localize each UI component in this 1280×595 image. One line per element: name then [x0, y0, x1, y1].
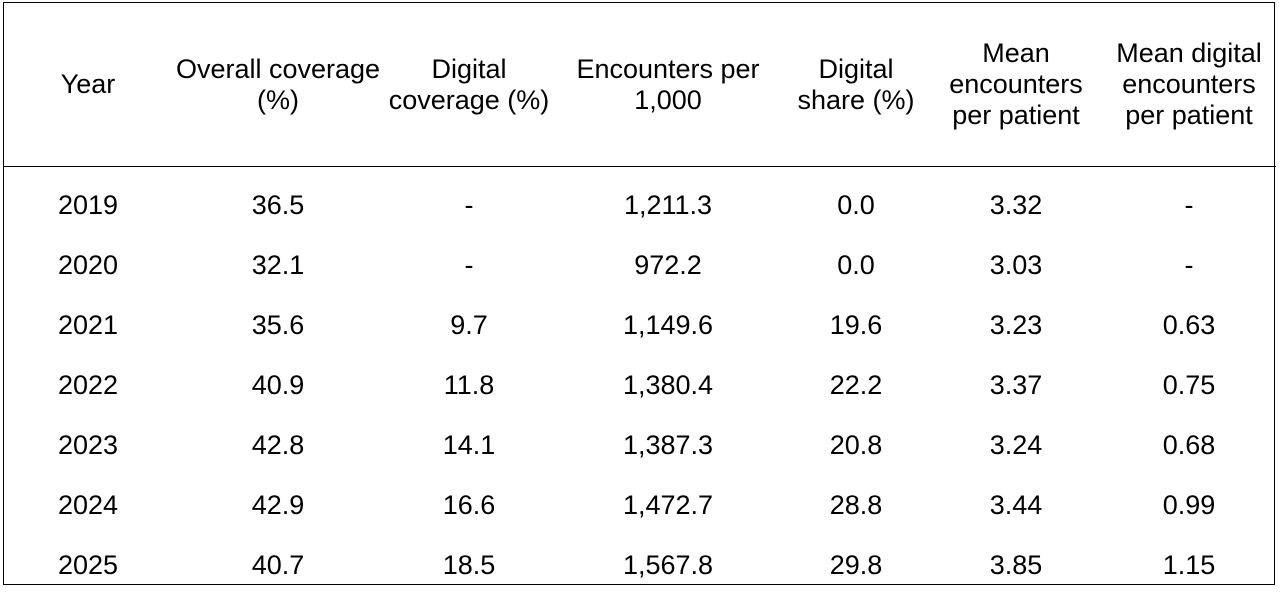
data-table: Year Overall coverage (%) Digital covera… [4, 3, 1276, 595]
cell-encounters-per-1000: 1,472.7 [554, 475, 782, 535]
cell-encounters-per-1000: 1,387.3 [554, 415, 782, 475]
header-mean-digital-encounters: Mean digital encounters per patient [1102, 3, 1276, 167]
cell-mean-digital-encounters: 1.15 [1102, 535, 1276, 595]
cell-mean-encounters: 3.23 [930, 295, 1102, 355]
cell-encounters-per-1000: 1,567.8 [554, 535, 782, 595]
cell-mean-encounters: 3.85 [930, 535, 1102, 595]
header-digital-coverage: Digital coverage (%) [384, 3, 554, 167]
cell-mean-encounters: 3.44 [930, 475, 1102, 535]
cell-overall-coverage: 35.6 [172, 295, 384, 355]
header-encounters-per-1000: Encounters per 1,000 [554, 3, 782, 167]
cell-digital-share: 29.8 [782, 535, 930, 595]
cell-overall-coverage: 40.7 [172, 535, 384, 595]
cell-digital-coverage: 16.6 [384, 475, 554, 535]
header-row: Year Overall coverage (%) Digital covera… [4, 3, 1276, 167]
cell-mean-digital-encounters: - [1102, 235, 1276, 295]
cell-year: 2023 [4, 415, 172, 475]
cell-overall-coverage: 36.5 [172, 167, 384, 236]
cell-digital-coverage: 9.7 [384, 295, 554, 355]
cell-mean-digital-encounters: 0.68 [1102, 415, 1276, 475]
cell-digital-share: 28.8 [782, 475, 930, 535]
cell-mean-encounters: 3.03 [930, 235, 1102, 295]
cell-digital-share: 20.8 [782, 415, 930, 475]
data-table-frame: Year Overall coverage (%) Digital covera… [3, 2, 1275, 585]
header-mean-encounters: Mean encounters per patient [930, 3, 1102, 167]
cell-digital-coverage: - [384, 235, 554, 295]
cell-digital-coverage: - [384, 167, 554, 236]
header-overall-coverage: Overall coverage (%) [172, 3, 384, 167]
cell-encounters-per-1000: 972.2 [554, 235, 782, 295]
cell-overall-coverage: 42.9 [172, 475, 384, 535]
cell-mean-digital-encounters: - [1102, 167, 1276, 236]
cell-year: 2025 [4, 535, 172, 595]
cell-year: 2022 [4, 355, 172, 415]
cell-overall-coverage: 32.1 [172, 235, 384, 295]
header-year: Year [4, 3, 172, 167]
cell-digital-coverage: 11.8 [384, 355, 554, 415]
cell-overall-coverage: 42.8 [172, 415, 384, 475]
cell-digital-share: 22.2 [782, 355, 930, 415]
cell-year: 2024 [4, 475, 172, 535]
cell-digital-share: 19.6 [782, 295, 930, 355]
cell-digital-share: 0.0 [782, 167, 930, 236]
cell-encounters-per-1000: 1,380.4 [554, 355, 782, 415]
cell-overall-coverage: 40.9 [172, 355, 384, 415]
cell-encounters-per-1000: 1,211.3 [554, 167, 782, 236]
cell-digital-coverage: 14.1 [384, 415, 554, 475]
cell-mean-encounters: 3.32 [930, 167, 1102, 236]
cell-mean-digital-encounters: 0.75 [1102, 355, 1276, 415]
cell-year: 2020 [4, 235, 172, 295]
cell-mean-digital-encounters: 0.99 [1102, 475, 1276, 535]
cell-digital-coverage: 18.5 [384, 535, 554, 595]
cell-mean-digital-encounters: 0.63 [1102, 295, 1276, 355]
cell-encounters-per-1000: 1,149.6 [554, 295, 782, 355]
cell-digital-share: 0.0 [782, 235, 930, 295]
cell-year: 2019 [4, 167, 172, 236]
cell-year: 2021 [4, 295, 172, 355]
cell-mean-encounters: 3.24 [930, 415, 1102, 475]
header-digital-share: Digital share (%) [782, 3, 930, 167]
cell-mean-encounters: 3.37 [930, 355, 1102, 415]
